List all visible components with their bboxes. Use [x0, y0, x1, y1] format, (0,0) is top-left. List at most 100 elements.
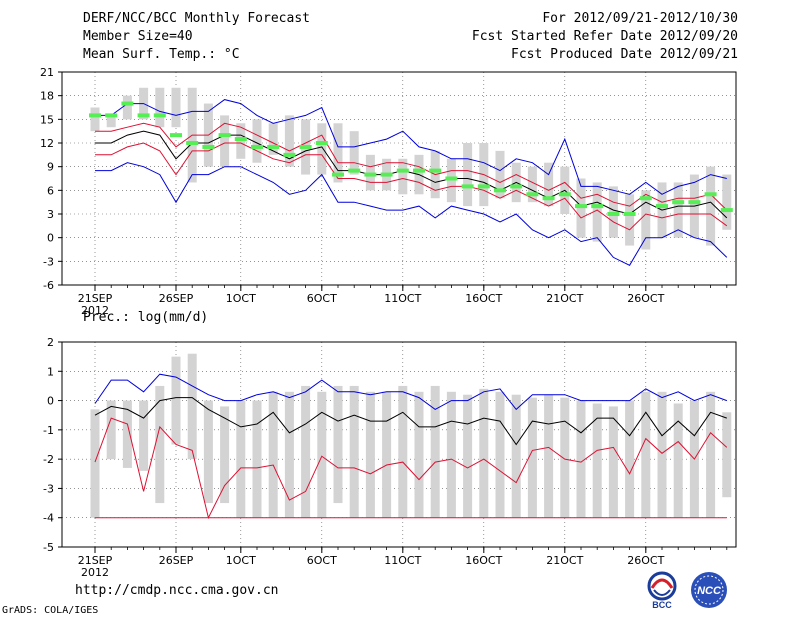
observed-marker	[137, 113, 150, 118]
ensemble-bar	[122, 400, 132, 468]
x-tick-label: 21SEP	[78, 292, 113, 305]
x-tick-label: 26OCT	[627, 554, 664, 567]
observed-marker	[607, 212, 620, 216]
observed-marker	[591, 204, 604, 209]
observed-marker	[234, 137, 247, 142]
ensemble-bar	[349, 385, 359, 518]
ensemble-bar	[625, 400, 635, 518]
observed-marker	[720, 208, 733, 213]
observed-marker	[396, 168, 409, 173]
ensemble-bar	[608, 406, 618, 518]
observed-marker	[105, 113, 118, 118]
bcc-logo-text: BCC	[652, 600, 672, 610]
observed-marker	[170, 133, 182, 138]
ensemble-bar	[430, 385, 440, 518]
observed-marker	[494, 188, 506, 193]
ensemble-bar	[463, 394, 473, 518]
y-tick-label: 6	[47, 184, 54, 197]
y-tick-label: 0	[47, 232, 54, 245]
observed-marker	[558, 192, 571, 197]
observed-marker	[299, 144, 312, 149]
grads-credit: GrADS: COLA/IGES	[2, 605, 99, 616]
observed-marker	[283, 152, 296, 157]
y-tick-label: 15	[40, 113, 54, 126]
observed-marker	[542, 196, 555, 201]
y-tick-label: 21	[40, 66, 54, 79]
ensemble-bar	[236, 400, 246, 518]
x-tick-label: 16OCT	[465, 554, 502, 567]
ensemble-bar	[284, 115, 294, 167]
y-tick-label: 3	[47, 208, 54, 221]
ensemble-bar	[268, 391, 278, 518]
observed-marker	[202, 144, 215, 149]
ensemble-bar	[220, 406, 230, 504]
ensemble-bar	[625, 194, 635, 246]
observed-marker	[251, 144, 263, 149]
y-tick-label: 2	[47, 336, 54, 349]
outer-high-line	[95, 99, 727, 195]
ensemble-bar	[220, 115, 230, 167]
ensemble-mean-line	[95, 130, 728, 219]
ensemble-bar	[463, 143, 473, 207]
ncc-logo-text: NCC	[697, 585, 722, 597]
ensemble-bar	[284, 391, 294, 518]
ensemble-bar	[333, 385, 343, 504]
observed-marker	[575, 204, 587, 209]
x-tick-label: 11OCT	[384, 292, 421, 305]
x-tick-label: 6OCT	[307, 554, 337, 567]
observed-marker	[672, 200, 685, 205]
observed-marker	[413, 168, 425, 173]
y-tick-label: -2	[43, 453, 54, 466]
ensemble-bar	[301, 385, 311, 518]
x-tick-label: 1OCT	[226, 292, 256, 305]
ensemble-bar	[495, 391, 505, 518]
observed-marker	[656, 204, 668, 209]
source-url[interactable]: http://cmdp.ncc.cma.gov.cn	[75, 583, 279, 598]
inner-low-line	[94, 417, 728, 520]
member-size: Member Size=40	[83, 29, 193, 44]
ncc-logo: NCC	[691, 572, 727, 608]
ensemble-bar	[317, 123, 327, 175]
observed-marker	[153, 113, 166, 118]
observed-marker	[477, 184, 490, 189]
observed-marker	[121, 101, 134, 106]
ensemble-bar	[203, 400, 213, 504]
fcst-start-date: Fcst Started Refer Date 2012/09/20	[471, 29, 738, 44]
y-tick-label: -4	[43, 512, 54, 525]
ensemble-bar	[171, 87, 181, 128]
forecast-title: DERF/NCC/BCC Monthly Forecast	[83, 11, 310, 26]
bcc-logo: BCC	[647, 571, 677, 610]
x-tick-label: 1OCT	[226, 554, 256, 567]
x-tick-label: 21OCT	[546, 554, 583, 567]
ensemble-bar	[398, 385, 408, 518]
ensemble-bar	[706, 166, 716, 246]
ensemble-bar	[106, 115, 116, 128]
ensemble-bar	[706, 391, 716, 518]
observed-marker	[429, 168, 442, 173]
x-year-label: 2012	[81, 304, 109, 317]
forecast-period: For 2012/09/21-2012/10/30	[542, 11, 738, 26]
observed-marker	[526, 192, 539, 197]
ensemble-bar	[527, 397, 537, 518]
ensemble-bar	[446, 391, 456, 518]
outer-high-line	[94, 373, 727, 411]
ensemble-bar	[382, 391, 392, 518]
ensemble-bar	[673, 403, 683, 518]
ensemble-bar	[641, 190, 651, 250]
x-tick-label: 26SEP	[159, 292, 194, 305]
precip-variable-label: Prec.: log(mm/d)	[83, 310, 209, 325]
ensemble-bar	[333, 123, 343, 183]
ensemble-bar	[511, 394, 521, 518]
ensemble-bar	[657, 391, 667, 518]
plot-frame-temperature	[61, 71, 737, 286]
y-tick-label: -5	[43, 541, 54, 554]
y-tick-label: 9	[47, 161, 54, 174]
ensemble-bar	[722, 412, 732, 498]
observed-marker	[186, 141, 199, 145]
ensemble-bar	[90, 409, 100, 518]
ensemble-bar	[252, 400, 262, 518]
observed-marker	[315, 141, 328, 145]
y-tick-label: 0	[47, 395, 54, 408]
ensemble-bar	[155, 385, 165, 504]
